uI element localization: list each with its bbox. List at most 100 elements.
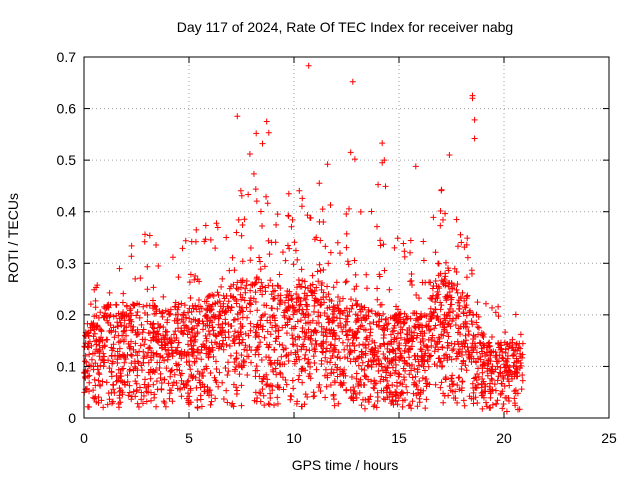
data-point — [426, 318, 433, 325]
data-point — [406, 324, 413, 331]
data-point — [247, 327, 254, 334]
data-point — [143, 398, 150, 405]
data-point — [343, 211, 350, 218]
data-point — [400, 365, 407, 372]
data-point — [158, 386, 165, 393]
data-point — [238, 402, 245, 409]
data-point — [239, 364, 246, 371]
data-point — [325, 260, 332, 267]
data-point — [128, 352, 135, 359]
data-point — [169, 353, 176, 360]
data-point — [347, 149, 354, 156]
data-point — [455, 313, 462, 320]
data-point — [343, 386, 350, 393]
data-point — [422, 405, 429, 412]
data-point — [435, 260, 442, 267]
data-point — [280, 346, 287, 353]
data-point — [86, 338, 93, 345]
data-point — [225, 368, 232, 375]
data-point — [472, 374, 479, 381]
data-point — [496, 352, 503, 359]
data-point — [107, 301, 114, 308]
data-point — [342, 316, 349, 323]
data-point — [115, 339, 122, 346]
data-point — [368, 361, 375, 368]
data-point — [377, 343, 384, 350]
data-point — [189, 303, 196, 310]
data-point — [312, 297, 319, 304]
data-point — [464, 292, 471, 299]
data-point — [266, 314, 273, 321]
data-point — [127, 316, 134, 323]
data-point — [290, 341, 297, 348]
data-point — [132, 378, 139, 385]
data-point — [442, 210, 449, 217]
data-point — [470, 355, 477, 362]
data-point — [477, 340, 484, 347]
data-point — [116, 392, 123, 399]
data-point — [379, 140, 386, 147]
data-point — [461, 402, 468, 409]
data-point — [151, 391, 158, 398]
data-point — [446, 383, 453, 390]
data-point — [267, 382, 274, 389]
data-point — [500, 355, 507, 362]
data-point — [159, 309, 166, 316]
data-point — [241, 216, 248, 223]
data-point — [293, 290, 300, 297]
data-point — [205, 328, 212, 335]
data-point — [145, 329, 152, 336]
data-point — [164, 356, 171, 363]
data-point — [223, 387, 230, 394]
data-point — [100, 350, 107, 357]
data-point — [289, 332, 296, 339]
y-axis-label: ROTI / TECUs — [5, 193, 21, 283]
data-point — [298, 203, 305, 210]
data-point — [455, 348, 462, 355]
data-point — [231, 328, 238, 335]
data-point — [375, 368, 382, 375]
data-point — [383, 389, 390, 396]
data-point — [438, 302, 445, 309]
data-point — [183, 323, 190, 330]
data-point — [145, 359, 152, 366]
data-point — [365, 363, 372, 370]
data-point — [308, 341, 315, 348]
data-point — [497, 346, 504, 353]
data-point — [225, 359, 232, 366]
data-point — [370, 319, 377, 326]
data-point — [145, 383, 152, 390]
data-point — [113, 302, 120, 308]
data-point — [460, 397, 467, 404]
data-point — [120, 309, 127, 316]
data-point — [350, 390, 357, 397]
data-point — [217, 303, 224, 310]
data-point — [408, 343, 415, 350]
data-point — [384, 378, 391, 385]
data-point — [396, 311, 403, 318]
data-point — [352, 311, 359, 318]
data-point — [343, 318, 350, 325]
data-point — [287, 396, 294, 403]
data-point — [474, 323, 481, 330]
data-point — [193, 226, 200, 233]
data-point — [277, 292, 284, 299]
data-point — [374, 398, 381, 405]
data-point — [196, 278, 203, 285]
data-point — [86, 351, 93, 358]
data-point — [109, 381, 116, 388]
data-point — [443, 313, 450, 320]
data-point — [317, 267, 324, 274]
data-point — [505, 345, 512, 352]
data-point — [401, 319, 408, 326]
data-point — [250, 170, 257, 177]
data-point — [256, 254, 263, 261]
data-point — [128, 396, 135, 403]
data-point — [235, 362, 242, 369]
data-point — [311, 393, 318, 400]
data-point — [175, 274, 182, 281]
data-point — [162, 403, 169, 410]
data-point — [489, 376, 496, 383]
data-point — [254, 321, 261, 328]
data-point — [296, 334, 303, 341]
